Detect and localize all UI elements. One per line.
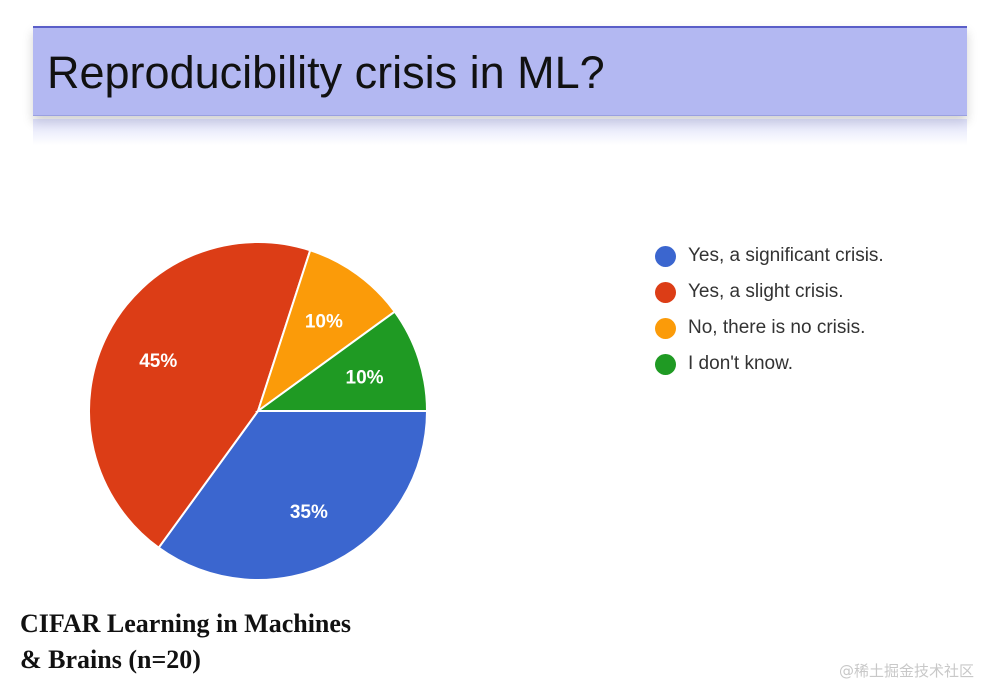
caption-line-2: & Brains (n=20) [20, 645, 201, 674]
legend-item-1: Yes, a slight crisis. [655, 274, 884, 310]
legend-item-0: Yes, a significant crisis. [655, 238, 884, 274]
legend-swatch-2 [655, 317, 676, 339]
pie-slice-1 [87, 240, 312, 550]
watermark: @稀土掘金技术社区 [838, 662, 974, 680]
pie-slice-3 [254, 310, 429, 412]
legend-item-3: I don't know. [655, 346, 884, 382]
legend-swatch-0 [655, 245, 676, 267]
pie-slice-0 [157, 410, 429, 581]
chart-caption: CIFAR Learning in Machines & Brains (n=2… [20, 606, 351, 678]
legend-item-2: No, there is no crisis. [655, 310, 884, 346]
page-title: Reproducibility crisis in ML? [47, 47, 605, 98]
legend-label-2: No, there is no crisis. [688, 317, 866, 338]
caption-line-1: CIFAR Learning in Machines [20, 609, 352, 638]
legend-label-1: Yes, a slight crisis. [688, 281, 844, 302]
pie-slice-label-2: 10% [305, 311, 343, 332]
legend-swatch-1 [655, 281, 676, 303]
chart-legend: Yes, a significant crisis. Yes, a slight … [655, 238, 884, 382]
legend-label-0: Yes, a significant crisis. [688, 245, 884, 266]
legend-swatch-3 [655, 353, 676, 375]
pie-slice-2 [256, 249, 397, 414]
title-shadow [33, 119, 967, 145]
legend-label-3: I don't know. [688, 353, 794, 374]
pie-slice-label-3: 10% [346, 367, 384, 388]
pie-slice-label-0: 35% [290, 502, 328, 523]
title-banner: Reproducibility crisis in ML? [33, 26, 967, 116]
pie-slice-label-1: 45% [139, 351, 177, 372]
